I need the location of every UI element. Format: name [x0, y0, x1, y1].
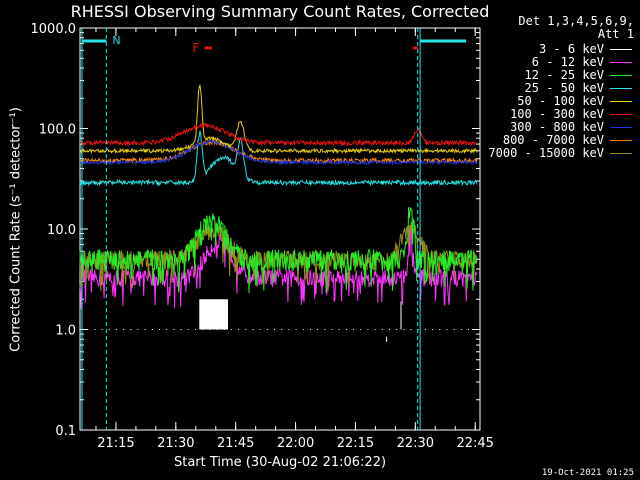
legend-swatch [610, 114, 632, 115]
y-tick-label: 0.1 [55, 424, 76, 439]
x-tick-label: 22:45 [456, 436, 493, 451]
y-tick-label: 100.0 [39, 123, 76, 138]
y-tick-label: 1000.0 [31, 22, 77, 37]
legend-header-line-1: Det 1,3,4,5,6,9, [518, 14, 634, 28]
date-stamp: 19-Oct-2021 01:25 [541, 468, 634, 478]
annotations: NF [81, 28, 466, 430]
series-line-3-6keV [199, 299, 402, 343]
axes: 0.1 1.0 10.0 100.0 1000.0 21:15 21:30 21:45 22:0… [31, 22, 494, 451]
series-line-50-100keV [79, 84, 478, 155]
legend-entry-12-25: 12 - 25 keV [525, 69, 632, 81]
legend-entry-800-7000: 800 - 7000 keV [503, 134, 632, 146]
x-tick-label: 22:30 [397, 436, 434, 451]
x-tick-label: 22:15 [337, 436, 374, 451]
x-tick-label: 22:00 [277, 436, 314, 451]
legend-entry-50-100: 50 - 100 keV [517, 95, 632, 107]
legend-entry-6-12: 6 - 12 keV [532, 56, 632, 68]
legend-entry-25-50: 25 - 50 keV [525, 82, 632, 94]
legend-entry-3-6: 3 - 6 keV [539, 43, 632, 55]
y-tick-label: 1.0 [55, 324, 76, 339]
x-tick-label: 21:45 [217, 436, 254, 451]
chart-title: RHESSI Observing Summary Count Rates, Co… [70, 2, 490, 21]
night-label: N [112, 34, 120, 47]
series-line-12-25keV [79, 206, 478, 294]
y-tick-label: 10.0 [47, 223, 76, 238]
legend-entry-100-300: 100 - 300 keV [510, 108, 632, 120]
series-line-100-300keV [79, 122, 478, 147]
series-group [79, 84, 478, 343]
legend-swatch [610, 127, 632, 128]
y-axis-label: Corrected Count Rate (s⁻¹ detector⁻¹) [8, 107, 24, 352]
legend-swatch [610, 101, 632, 102]
series-line-25-50keV [79, 130, 478, 187]
x-axis-label: Start Time (30-Aug-02 21:06:22) [173, 455, 387, 470]
x-tick-label: 21:15 [97, 436, 134, 451]
legend-swatch [610, 153, 632, 154]
legend-swatch [610, 140, 632, 141]
legend-swatch [610, 88, 632, 89]
legend-header-line-2: Att 1 [597, 27, 634, 41]
legend-swatch [610, 62, 632, 63]
flare-label: F [193, 41, 200, 55]
series-line-300-800keV [80, 139, 478, 166]
legend-entry-300-800: 300 - 800 keV [510, 121, 632, 133]
legend-entry-7000-15000: 7000 - 15000 keV [488, 147, 632, 159]
legend-swatch [610, 49, 632, 50]
x-tick-label: 21:30 [157, 436, 194, 451]
legend-swatch [610, 75, 632, 76]
